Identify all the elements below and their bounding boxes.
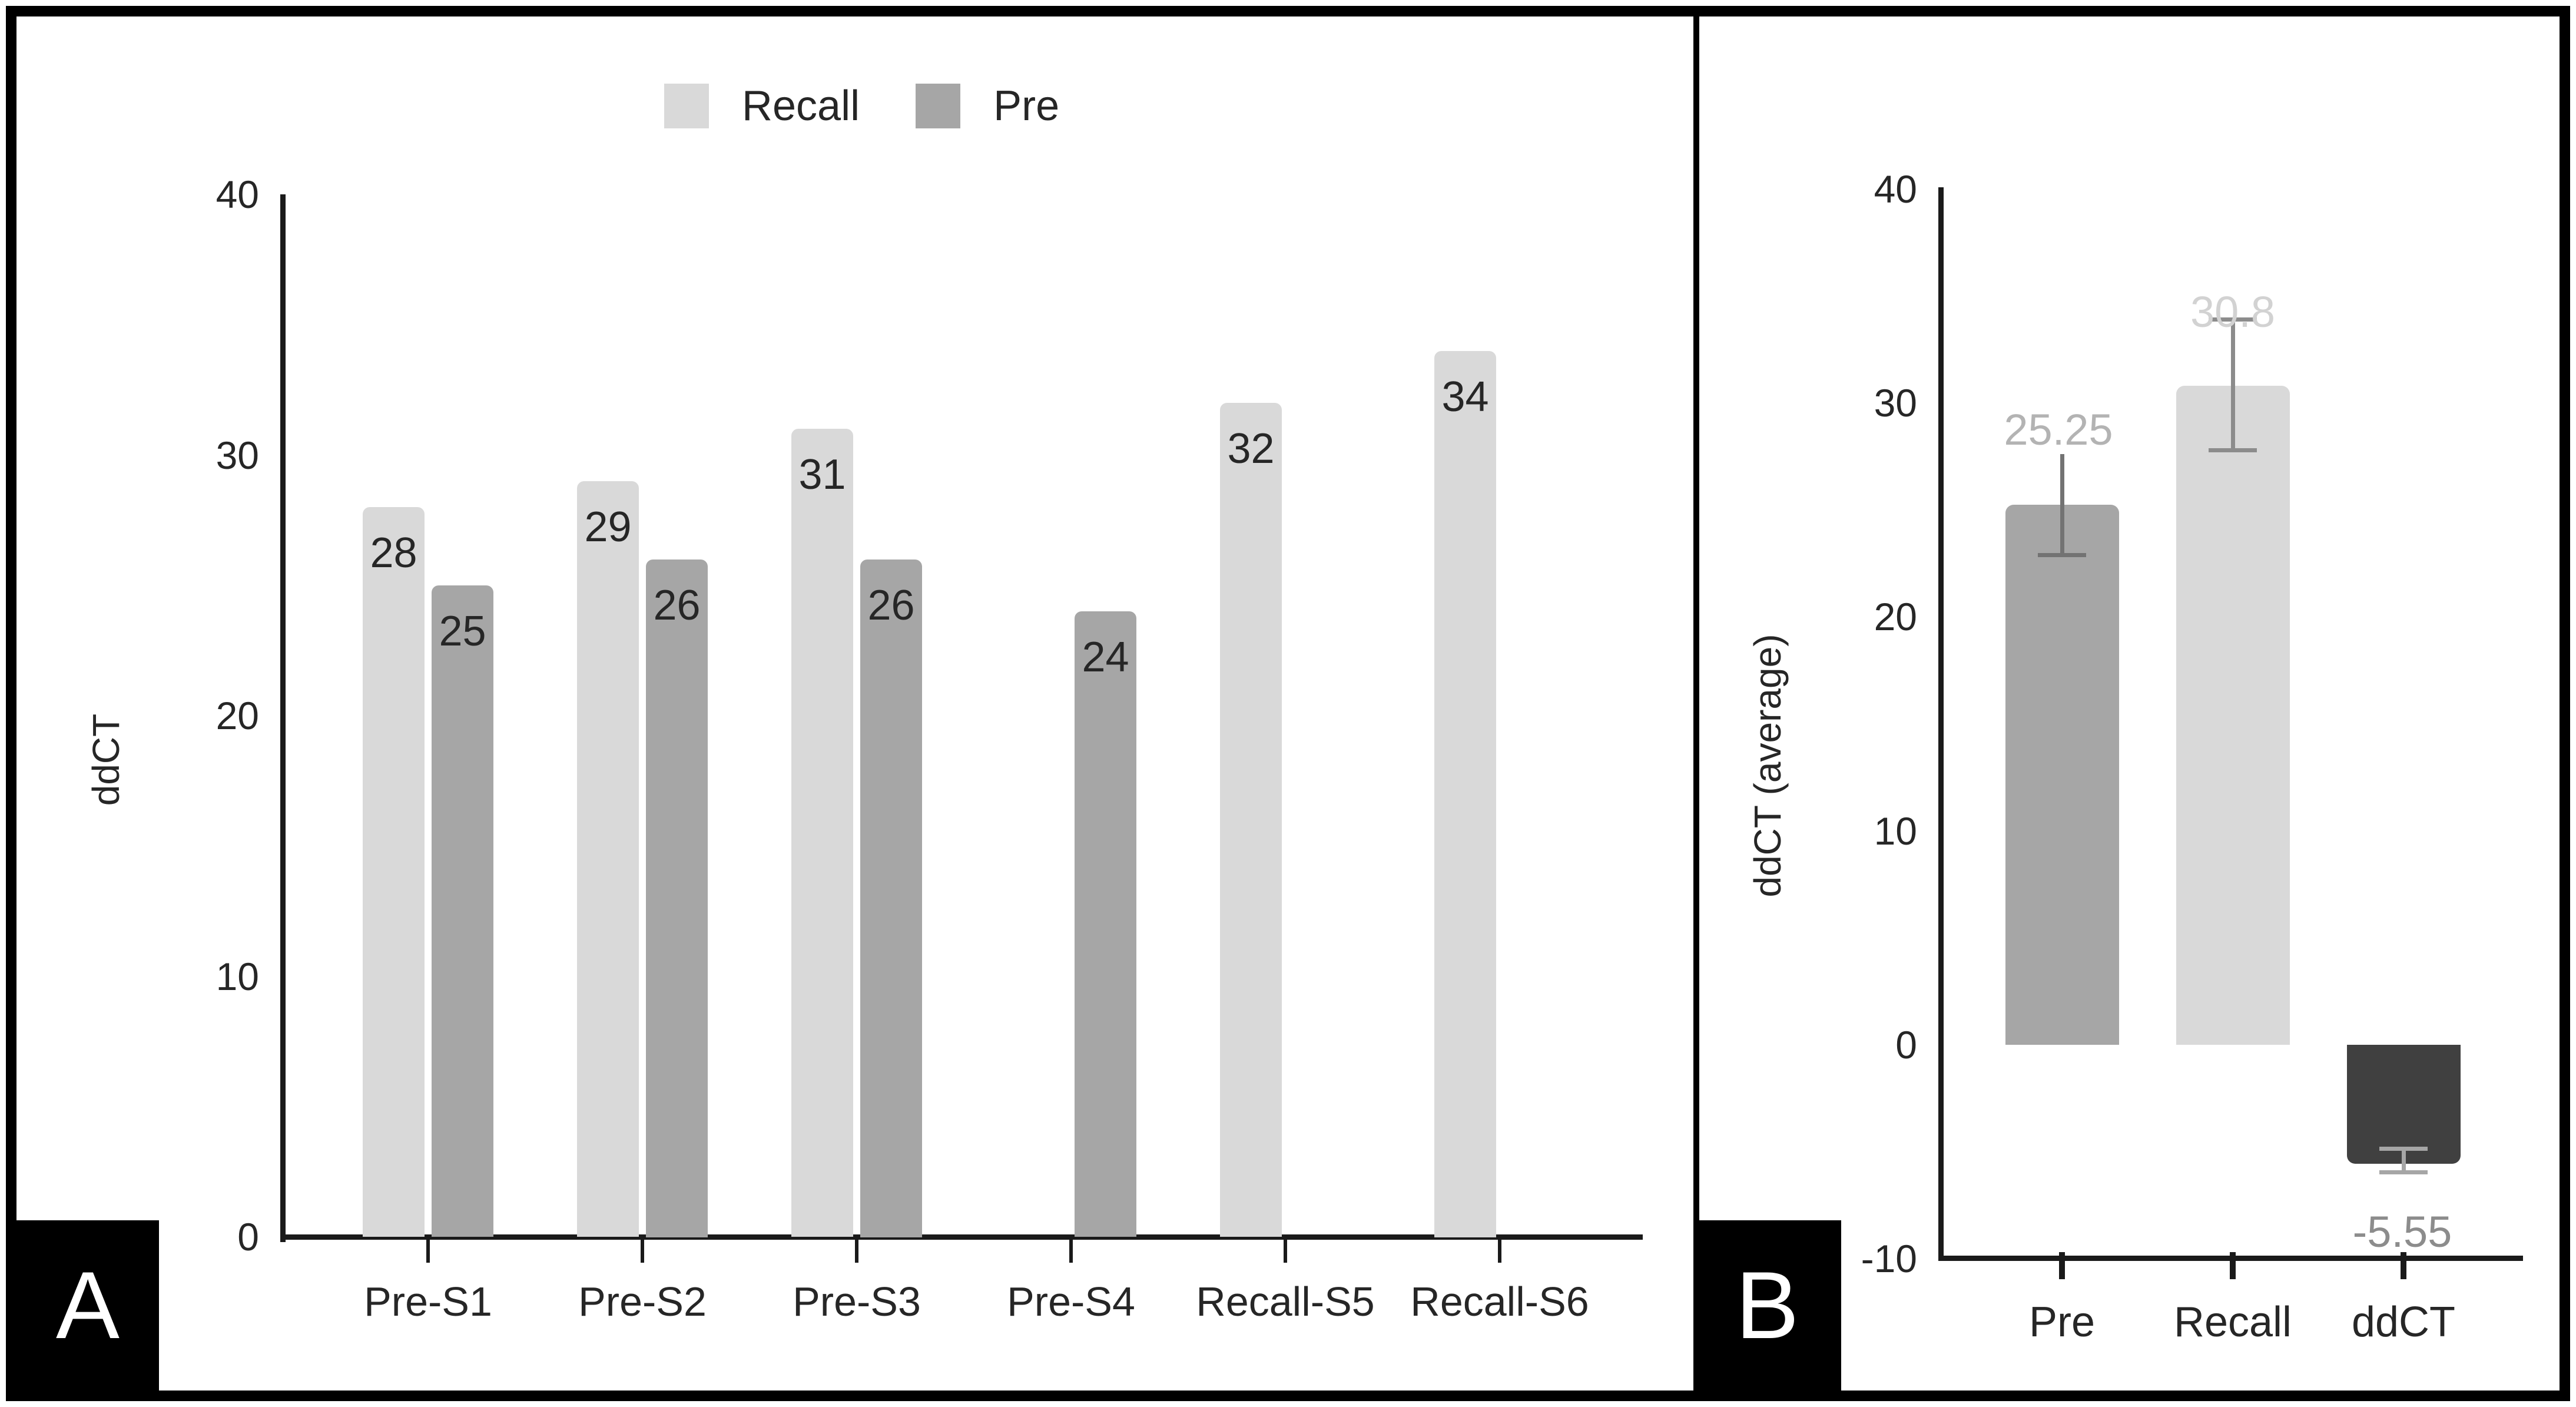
x-category-label-pre-s4: Pre-S4 bbox=[1007, 1279, 1135, 1325]
legend-entry-pre: Pre bbox=[916, 84, 1059, 128]
bar-pre-pre-s4 bbox=[1075, 611, 1136, 1237]
y-tick-label-b-20: 20 bbox=[1874, 595, 1917, 638]
panel-letter-a: A bbox=[55, 1252, 120, 1359]
x-category-label-pre: Pre bbox=[2028, 1299, 2096, 1346]
legend-swatch-recall bbox=[664, 84, 709, 128]
y-axis-title-panel-a: ddCT bbox=[85, 713, 127, 806]
x-tick-b-ddct bbox=[2401, 1252, 2406, 1279]
x-category-label-pre-s1: Pre-S1 bbox=[364, 1279, 492, 1325]
bar-value-label-recall-recall-s5: 32 bbox=[1227, 425, 1275, 472]
x-tick-a-pre-s1 bbox=[426, 1237, 430, 1263]
x-tick-b-recall bbox=[2230, 1252, 2236, 1279]
bar-ddct bbox=[2347, 1045, 2461, 1164]
x-tick-a-recall-s5 bbox=[1284, 1237, 1287, 1263]
x-category-label-recall-s6: Recall-S6 bbox=[1410, 1279, 1589, 1325]
bar-value-label-pre-pre-s2: 26 bbox=[653, 582, 701, 629]
y-tick-label-b-30: 30 bbox=[1874, 381, 1917, 425]
y-tick-label-b-10: 10 bbox=[1874, 809, 1917, 853]
y-axis-panel-b bbox=[1938, 187, 1944, 1261]
bar-value-label-recall-pre-s3: 31 bbox=[798, 451, 846, 498]
bar-recall-pre-s3 bbox=[791, 429, 853, 1237]
x-tick-a-pre-s2 bbox=[641, 1237, 644, 1263]
x-category-label-pre-s3: Pre-S3 bbox=[793, 1279, 921, 1325]
bar-value-label-recall-recall-s6: 34 bbox=[1441, 373, 1489, 421]
legend-label-pre: Pre bbox=[993, 82, 1060, 130]
x-category-label-recall-s5: Recall-S5 bbox=[1196, 1279, 1375, 1325]
legend-label-recall: Recall bbox=[742, 82, 860, 130]
error-bar-cap-bottom-pre bbox=[2038, 553, 2086, 557]
y-tick-label-a-20: 20 bbox=[216, 694, 259, 737]
x-tick-b-pre bbox=[2059, 1252, 2065, 1279]
error-bar-line-recall bbox=[2231, 319, 2235, 450]
x-category-label-ddct: ddCT bbox=[2351, 1299, 2456, 1346]
bar-recall-recall-s6 bbox=[1434, 351, 1496, 1237]
bar-pre-pre-s3 bbox=[860, 560, 922, 1237]
legend: Recall Pre bbox=[664, 84, 1115, 128]
x-tick-a-recall-s6 bbox=[1498, 1237, 1501, 1263]
bar-recall-recall-s5 bbox=[1220, 403, 1282, 1237]
y-tick-label-a-30: 30 bbox=[216, 433, 259, 477]
error-bar-cap-bottom-recall bbox=[2209, 448, 2257, 452]
y-axis-title-panel-b: ddCT (average) bbox=[1746, 634, 1789, 898]
error-bar-cap-top-ddct bbox=[2379, 1147, 2428, 1151]
bar-value-label-pre-pre-s1: 25 bbox=[439, 608, 486, 655]
panel-label-b: B bbox=[1693, 1220, 1841, 1391]
x-category-label-recall: Recall bbox=[2173, 1299, 2292, 1346]
y-tick-label-a-10: 10 bbox=[216, 955, 259, 998]
error-bar-cap-bottom-ddct bbox=[2379, 1170, 2428, 1174]
x-tick-a-pre-s3 bbox=[855, 1237, 858, 1263]
bar-value-label-pre: 25.25 bbox=[2004, 405, 2113, 454]
error-bar-cap-top-recall bbox=[2209, 317, 2257, 322]
bar-value-label-ddct: -5.55 bbox=[2352, 1207, 2452, 1256]
bar-recall bbox=[2176, 386, 2290, 1045]
figure-border bbox=[6, 6, 2570, 1401]
y-tick-label-a-40: 40 bbox=[216, 173, 259, 216]
y-tick-label-b-40: 40 bbox=[1874, 167, 1917, 211]
x-tick-a-pre-s4 bbox=[1069, 1237, 1073, 1263]
legend-swatch-pre bbox=[916, 84, 961, 128]
y-tick-label-b--10: -10 bbox=[1861, 1237, 1917, 1280]
bar-recall-pre-s2 bbox=[577, 481, 639, 1237]
y-tick-label-a-0: 0 bbox=[237, 1215, 259, 1259]
y-axis-panel-a bbox=[280, 194, 286, 1242]
error-bar-line-ddct bbox=[2402, 1148, 2406, 1172]
bar-value-label-pre-pre-s3: 26 bbox=[867, 582, 915, 629]
panel-divider bbox=[1693, 6, 1699, 1401]
bar-value-label-recall-pre-s1: 28 bbox=[370, 529, 417, 577]
bar-value-label-recall: 30.8 bbox=[2190, 287, 2276, 336]
bar-recall-pre-s1 bbox=[363, 507, 425, 1237]
bar-pre bbox=[2005, 505, 2119, 1045]
panel-letter-b: B bbox=[1735, 1252, 1799, 1359]
x-category-label-pre-s2: Pre-S2 bbox=[578, 1279, 707, 1325]
x-axis-panel-a bbox=[280, 1234, 1643, 1240]
bar-pre-pre-s1 bbox=[432, 585, 493, 1237]
bar-pre-pre-s2 bbox=[646, 560, 708, 1237]
bar-value-label-recall-pre-s2: 29 bbox=[584, 504, 632, 551]
bar-value-label-pre-pre-s4: 24 bbox=[1082, 634, 1129, 681]
panel-label-a: A bbox=[16, 1220, 159, 1391]
y-tick-label-b-0: 0 bbox=[1895, 1023, 1917, 1067]
error-bar-line-pre bbox=[2060, 454, 2064, 555]
legend-entry-recall: Recall bbox=[664, 84, 860, 128]
